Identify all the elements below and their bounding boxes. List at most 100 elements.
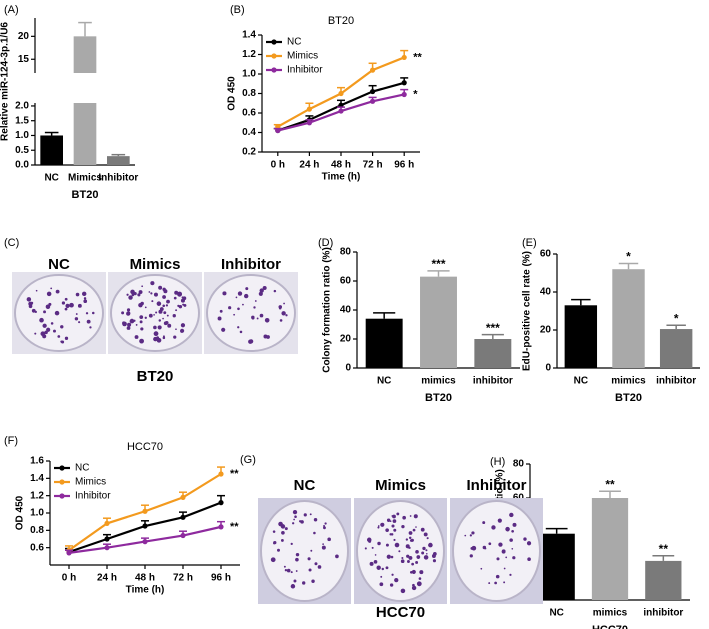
colony: [64, 297, 68, 301]
colony: [285, 314, 288, 317]
colony: [172, 314, 176, 318]
colony: [180, 328, 185, 333]
colony: [389, 533, 392, 536]
colony: [400, 588, 406, 594]
colony: [50, 287, 53, 290]
point: [142, 539, 148, 545]
colony: [254, 300, 257, 302]
colony: [46, 327, 51, 332]
colony: [173, 296, 177, 300]
colony: [413, 514, 418, 519]
colony: [181, 296, 184, 299]
bar: [73, 103, 97, 165]
colony: [309, 513, 312, 516]
legend-marker: [271, 39, 277, 45]
colony: [491, 525, 496, 530]
error-bar: [618, 262, 639, 270]
colony: [131, 293, 135, 297]
colony: [391, 573, 394, 576]
colony: [390, 555, 394, 559]
colony: [292, 522, 295, 525]
colony: [53, 329, 56, 333]
colony: [162, 317, 164, 320]
colony: [163, 311, 167, 315]
colony: [219, 309, 223, 313]
colony: [162, 295, 166, 299]
legend-marker: [59, 479, 65, 485]
y-tick-label: 60: [540, 249, 552, 260]
colony: [57, 335, 61, 338]
colony: [159, 307, 164, 311]
colony: [505, 556, 508, 559]
colony: [162, 304, 166, 308]
colony: [523, 537, 527, 541]
bar: [591, 498, 629, 600]
colony: [394, 542, 400, 548]
colony: [290, 542, 293, 546]
x-tick-label: NC: [549, 608, 563, 619]
colony: [509, 512, 514, 518]
legend-label: Inhibitor: [287, 65, 323, 76]
colony: [409, 536, 412, 540]
colony: [163, 289, 168, 294]
photo-title: BT20: [137, 368, 174, 385]
colony: [46, 291, 52, 297]
y-tick-label: 0: [345, 363, 351, 374]
x-tick-label: 96 h: [211, 573, 231, 584]
colony: [74, 317, 79, 321]
panel-label: (E): [522, 237, 537, 249]
dish: [206, 274, 296, 352]
colony: [469, 534, 472, 537]
photo-title: HCC70: [376, 604, 425, 621]
colony: [392, 514, 396, 519]
significance: **: [230, 468, 239, 480]
photo-caption: Mimics: [375, 477, 426, 494]
colony: [411, 585, 417, 591]
y-tick-label: 1.0: [242, 69, 256, 80]
colony: [137, 293, 141, 297]
colony: [273, 542, 276, 545]
photo-caption: NC: [48, 256, 70, 273]
colony: [526, 541, 532, 546]
colony: [527, 557, 531, 561]
colony: [488, 542, 492, 546]
colony: [307, 557, 311, 561]
colony: [423, 555, 429, 560]
y-tick-label: 0.6: [242, 108, 256, 119]
bar: [73, 36, 97, 73]
colony: [323, 524, 326, 527]
panel-label: (D): [318, 237, 333, 249]
colony: [148, 291, 151, 293]
colony: [376, 565, 381, 570]
y-tick-label: 80: [340, 247, 352, 258]
colony: [391, 524, 395, 528]
y-tick-label: 20: [540, 325, 552, 336]
colony: [503, 567, 506, 570]
photo-caption: Inhibitor: [467, 477, 527, 494]
error-bar: [44, 131, 59, 136]
y-tick-label: 40: [540, 287, 552, 298]
bar: [365, 318, 403, 368]
colony: [416, 555, 421, 559]
colony: [381, 567, 385, 571]
colony: [428, 542, 433, 548]
colony: [138, 290, 143, 295]
x-tick-label: inhibitor: [656, 376, 696, 387]
colony: [262, 285, 267, 291]
colony: [327, 537, 331, 542]
x-tick-label: inhibitor: [643, 608, 683, 619]
colony: [371, 546, 374, 549]
colony: [270, 557, 276, 563]
colony: [471, 531, 475, 535]
colony: [283, 302, 285, 305]
y-tick-label: 1.0: [15, 130, 29, 141]
colony: [293, 579, 297, 583]
colony: [511, 547, 514, 550]
colony: [55, 289, 60, 294]
x-tick-label: 24 h: [299, 160, 319, 171]
colony: [402, 515, 406, 520]
y-tick-label: 1.6: [30, 456, 44, 467]
point: [218, 500, 224, 506]
colony: [385, 528, 389, 532]
